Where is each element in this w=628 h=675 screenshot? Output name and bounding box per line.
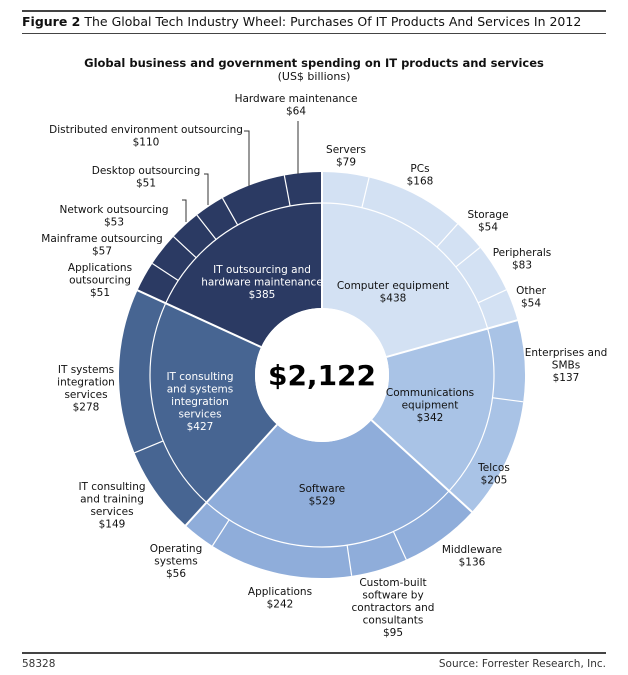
inner-label-communications-equipment: Communications equipment $342 bbox=[386, 387, 474, 424]
divider-lines bbox=[134, 172, 524, 576]
inner-slice-it-outsourcing-and-hardware-maintenance bbox=[165, 203, 322, 348]
outer-label-telcos: Telcos $205 bbox=[477, 462, 510, 487]
outer-slice-peripherals bbox=[455, 247, 507, 303]
inner-slice-communications-equipment bbox=[371, 328, 494, 491]
leader-line-desktop-outsourcing bbox=[204, 173, 209, 205]
outer-label-middleware: Middleware $136 bbox=[442, 544, 502, 569]
inner-labels: Computer equipment $438 Communications equi… bbox=[166, 264, 474, 508]
inner-slice-it-consulting-and-systems-integration-services bbox=[149, 303, 278, 503]
outer-slice-servers bbox=[322, 172, 370, 208]
chart-title: Global business and government spending … bbox=[84, 56, 544, 70]
outer-slice-distributed-environment-outsourcing bbox=[222, 175, 291, 226]
outer-divider bbox=[392, 531, 407, 560]
inner-label-it-consulting-and-systems-integration-services: IT consulting and systems integration servi… bbox=[166, 371, 233, 433]
title-rule bbox=[22, 33, 606, 34]
figure-title-text: The Global Tech Industry Wheel: Purchase… bbox=[84, 14, 582, 29]
inner-label-computer-equipment: Computer equipment $438 bbox=[337, 280, 449, 305]
chart-subtitle: (US$ billions) bbox=[277, 70, 351, 83]
outer-slice-pcs bbox=[361, 177, 458, 248]
outer-slice-enterprises-and-smbs bbox=[487, 320, 525, 402]
outer-divider bbox=[361, 177, 370, 208]
outer-divider bbox=[152, 263, 179, 282]
sunburst-chart: $2,122 Computer equipment $438 Communicati… bbox=[41, 93, 607, 639]
outer-slice-middleware bbox=[393, 490, 472, 560]
outer-label-enterprises-and-smbs: Enterprises and SMBs $137 bbox=[525, 347, 608, 384]
outer-divider bbox=[436, 223, 459, 248]
inner-slice-computer-equipment bbox=[322, 203, 488, 357]
outer-label-pcs: PCs $168 bbox=[407, 163, 434, 188]
leader-line-network-outsourcing bbox=[182, 199, 187, 222]
outer-label-distributed-environment-outsourcing: Distributed environment outsourcing $110 bbox=[49, 124, 243, 149]
outer-slice-it-consulting-and-training-services bbox=[134, 440, 207, 526]
outer-slice-desktop-outsourcing bbox=[196, 198, 238, 240]
category-divider bbox=[370, 419, 473, 513]
inner-label-it-outsourcing-and-hardware-maintenance: IT outsourcing and hardware maintenance $3… bbox=[201, 264, 323, 301]
footer-source: Source: Forrester Research, Inc. bbox=[438, 658, 606, 670]
total-label: $2,122 bbox=[268, 359, 376, 392]
outer-slice-storage bbox=[436, 223, 480, 267]
outer-slice-operating-systems bbox=[185, 502, 230, 546]
bottom-rule bbox=[22, 652, 606, 654]
center-hole bbox=[255, 308, 389, 442]
outer-label-it-consulting-and-training-services: IT consulting and training services $149 bbox=[78, 481, 145, 531]
inner-label-software: Software $529 bbox=[299, 483, 345, 508]
outer-label-desktop-outsourcing: Desktop outsourcing $51 bbox=[92, 165, 200, 190]
figure-title: Figure 2 The Global Tech Industry Wheel:… bbox=[22, 14, 581, 29]
category-divider bbox=[184, 423, 278, 527]
outer-divider bbox=[211, 519, 230, 547]
outer-divider bbox=[221, 197, 239, 226]
outer-ring bbox=[119, 171, 525, 578]
outer-label-servers: Servers $79 bbox=[326, 144, 366, 169]
leader-lines bbox=[182, 121, 299, 222]
outer-label-other: Other $54 bbox=[516, 285, 546, 310]
footer-id: 58328 bbox=[22, 658, 56, 670]
outer-divider bbox=[346, 545, 353, 576]
outer-divider bbox=[455, 247, 481, 268]
outer-label-peripherals: Peripherals $83 bbox=[493, 247, 552, 272]
outer-label-hardware-maintenance: Hardware maintenance $64 bbox=[235, 93, 358, 118]
outer-divider bbox=[477, 289, 507, 304]
outer-slice-other bbox=[478, 289, 518, 329]
outer-divider bbox=[492, 397, 524, 403]
leader-line-distributed-environment-outsourcing bbox=[244, 130, 250, 186]
outer-divider bbox=[283, 175, 291, 207]
category-divider bbox=[137, 289, 262, 348]
outer-slice-applications-outsourcing bbox=[137, 263, 179, 304]
outer-label-operating-systems: Operating systems $56 bbox=[150, 543, 203, 580]
outer-label-custom-built-software-by-contractors-and-consultants: Custom-built software by contractors and co… bbox=[352, 577, 435, 639]
inner-ring bbox=[149, 203, 494, 547]
outer-slice-network-outsourcing bbox=[173, 215, 217, 258]
ring-boundary bbox=[149, 202, 495, 548]
outer-labels: Servers $79 PCs $168 Storage $54 Peripherals $8… bbox=[41, 93, 607, 639]
outer-label-it-systems-integration-services: IT systems integration services $278 bbox=[57, 364, 115, 414]
outer-divider bbox=[173, 236, 197, 259]
category-divider bbox=[386, 319, 518, 358]
top-rule bbox=[22, 10, 606, 12]
outer-slice-applications bbox=[212, 519, 352, 578]
outer-slice-telcos bbox=[449, 397, 524, 512]
outer-label-network-outsourcing: Network outsourcing $53 bbox=[59, 204, 168, 229]
inner-slice-software bbox=[206, 420, 450, 547]
outer-slice-hardware-maintenance bbox=[284, 171, 323, 206]
outer-divider bbox=[134, 440, 164, 454]
outer-label-storage: Storage $54 bbox=[467, 209, 508, 234]
figure-label: Figure 2 bbox=[22, 14, 81, 29]
outer-divider bbox=[196, 214, 217, 240]
outer-label-applications-outsourcing: Applications outsourcing $51 bbox=[68, 262, 132, 299]
outer-label-mainframe-outsourcing: Mainframe outsourcing $57 bbox=[41, 233, 162, 258]
outer-label-applications: Applications $242 bbox=[248, 586, 312, 611]
